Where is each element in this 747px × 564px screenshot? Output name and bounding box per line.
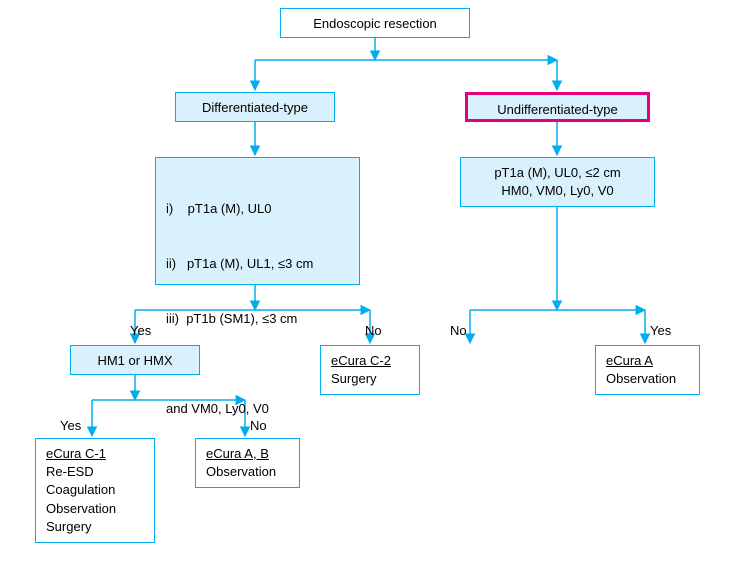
ecura-ab-title: eCura A, B bbox=[206, 445, 289, 463]
node-undifferentiated-label: Undifferentiated-type bbox=[497, 102, 617, 117]
node-ecura-ab: eCura A, B Observation bbox=[195, 438, 300, 488]
ecura-c1-line-1: Re-ESD bbox=[46, 463, 144, 481]
node-differentiated-label: Differentiated-type bbox=[202, 100, 308, 115]
diff-criteria-line-5: and VM0, Ly0, V0 bbox=[166, 400, 349, 418]
node-hm1-label: HM1 or HMX bbox=[97, 353, 172, 368]
node-undiff-criteria: pT1a (M), UL0, ≤2 cm HM0, VM0, Ly0, V0 bbox=[460, 157, 655, 207]
ecura-c1-line-2: Coagulation bbox=[46, 481, 144, 499]
diff-criteria-line-3: iii) pT1b (SM1), ≤3 cm bbox=[166, 310, 349, 328]
node-diff-criteria: i) pT1a (M), UL0 ii) pT1a (M), UL1, ≤3 c… bbox=[155, 157, 360, 285]
edge-label-yes-3: Yes bbox=[60, 418, 81, 433]
node-undifferentiated: Undifferentiated-type bbox=[465, 92, 650, 122]
node-hm1: HM1 or HMX bbox=[70, 345, 200, 375]
node-root-label: Endoscopic resection bbox=[313, 16, 437, 31]
ecura-c2-title: eCura C-2 bbox=[331, 352, 409, 370]
ecura-c1-line-4: Surgery bbox=[46, 518, 144, 536]
node-root: Endoscopic resection bbox=[280, 8, 470, 38]
ecura-ab-action: Observation bbox=[206, 463, 289, 481]
node-ecura-c2: eCura C-2 Surgery bbox=[320, 345, 420, 395]
edge-label-yes-2: Yes bbox=[650, 323, 671, 338]
ecura-c1-title: eCura C-1 bbox=[46, 445, 144, 463]
ecura-a-action: Observation bbox=[606, 370, 689, 388]
ecura-c2-action: Surgery bbox=[331, 370, 409, 388]
ecura-c1-line-3: Observation bbox=[46, 500, 144, 518]
node-ecura-c1: eCura C-1 Re-ESD Coagulation Observation… bbox=[35, 438, 155, 543]
edge-label-no-2: No bbox=[450, 323, 467, 338]
node-differentiated: Differentiated-type bbox=[175, 92, 335, 122]
undiff-criteria-line-2: HM0, VM0, Ly0, V0 bbox=[471, 182, 644, 200]
diff-criteria-line-2: ii) pT1a (M), UL1, ≤3 cm bbox=[166, 255, 349, 273]
diff-criteria-line-1: i) pT1a (M), UL0 bbox=[166, 200, 349, 218]
edge-label-yes-1: Yes bbox=[130, 323, 151, 338]
node-ecura-a: eCura A Observation bbox=[595, 345, 700, 395]
edge-label-no-1: No bbox=[365, 323, 382, 338]
edge-label-no-3: No bbox=[250, 418, 267, 433]
ecura-a-title: eCura A bbox=[606, 352, 689, 370]
undiff-criteria-line-1: pT1a (M), UL0, ≤2 cm bbox=[471, 164, 644, 182]
